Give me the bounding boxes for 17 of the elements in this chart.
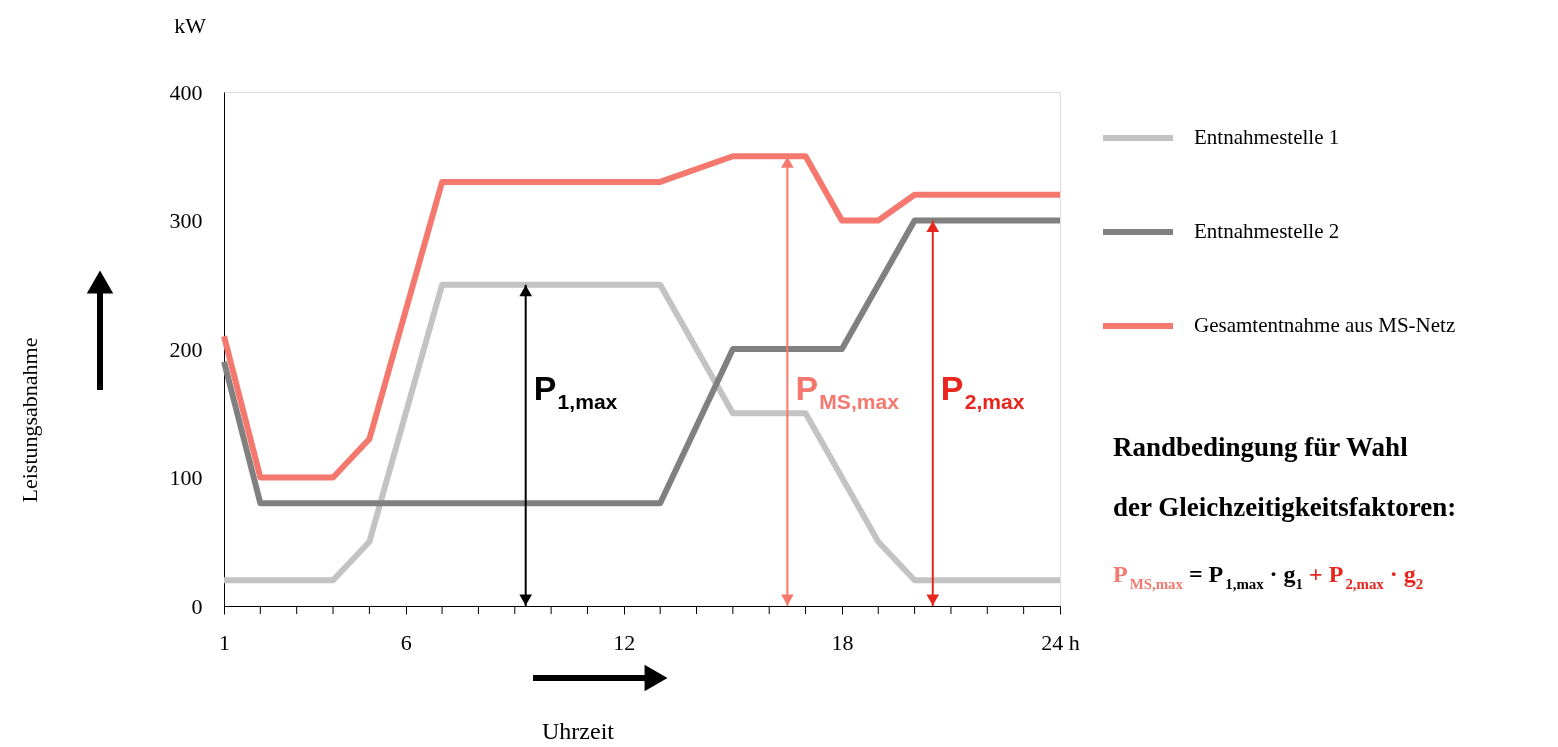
y-tick-label: 0	[191, 593, 203, 619]
y-tick-label: 100	[169, 465, 203, 490]
x-tick-label: 6	[400, 629, 412, 655]
x-tick-label: 18	[831, 629, 854, 655]
text: kW	[174, 13, 207, 38]
legend-label: Gesamtentnahme aus MS-Netz	[1194, 313, 1456, 337]
x-tick-label: 12	[613, 629, 636, 655]
y-tick-label: 400	[169, 79, 203, 105]
x-tick-label: 1	[219, 629, 230, 655]
x-tick-label: 24 h	[1041, 629, 1080, 655]
text: Leistungsabnahme	[17, 337, 42, 503]
legend-label: Entnahmestelle 2	[1194, 219, 1340, 243]
text: Randbedingung für Wahl der Gleichzeitigkeitsfaktoren:	[1113, 432, 1457, 522]
y-tick-label: 300	[169, 208, 203, 233]
legend-label: Entnahmestelle 1	[1194, 125, 1340, 149]
x-axis-title: Uhrzeit	[542, 718, 615, 744]
y-tick-label: 200	[169, 336, 203, 362]
